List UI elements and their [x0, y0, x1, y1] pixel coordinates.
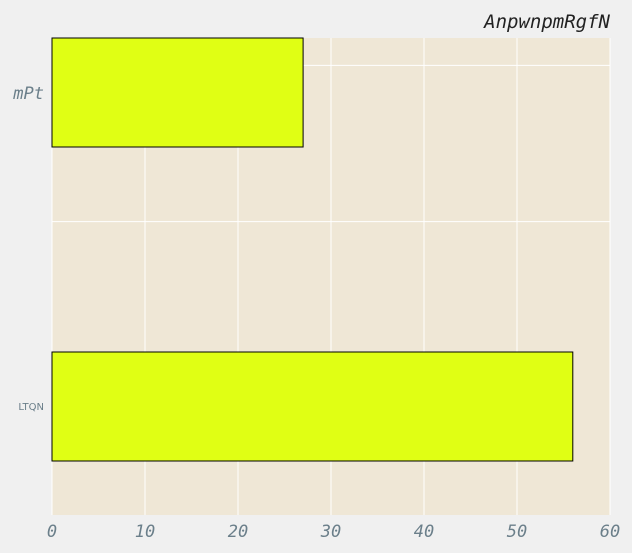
bar-ltqn	[51, 351, 574, 462]
x-tick-label: 20	[228, 522, 248, 542]
x-axis-ticks: 0 10 20 30 40 50 60	[47, 522, 620, 542]
y-tick-label-ltqn: LTQN	[18, 402, 44, 413]
y-tick-label-mpt: mPt	[12, 84, 44, 104]
chart-title: AnpwnpmRgfN	[483, 11, 610, 33]
x-tick-label: 40	[414, 522, 434, 542]
x-tick-label: 10	[135, 522, 155, 542]
bars	[51, 37, 574, 462]
x-tick-label: 0	[47, 522, 57, 542]
y-axis-ticks: mPt LTQN	[12, 84, 44, 413]
x-tick-label: 30	[320, 522, 341, 542]
x-tick-label: 50	[507, 522, 527, 542]
x-tick-label: 60	[600, 522, 620, 542]
bar-mpt	[51, 37, 304, 148]
